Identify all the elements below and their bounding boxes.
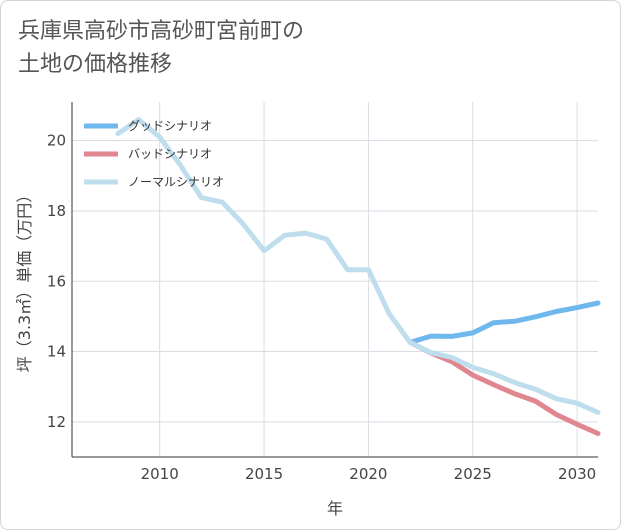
- y-tick-label: 16: [47, 272, 66, 290]
- tick-labels: 2010 2015 2020 2025 2030 12 14 16 18 20: [47, 132, 596, 483]
- x-tick-label: 2030: [558, 465, 596, 483]
- y-axis-label: 坪（3.3㎡）単価（万円）: [15, 187, 34, 372]
- chart-title: 兵庫県高砂市高砂町宮前町の 土地の価格推移: [18, 15, 304, 81]
- axes: [71, 102, 598, 458]
- title-line-2: 土地の価格推移: [18, 52, 173, 77]
- legend-label: ノーマルシナリオ: [128, 175, 224, 189]
- legend-label: バッドシナリオ: [128, 147, 212, 161]
- x-tick-label: 2025: [454, 465, 492, 483]
- y-tick-label: 20: [47, 132, 66, 150]
- y-tick-label: 12: [47, 413, 66, 431]
- y-tick-label: 18: [47, 202, 66, 220]
- x-tick-label: 2010: [141, 465, 179, 483]
- x-axis-label: 年: [327, 499, 343, 518]
- grid: [72, 102, 598, 457]
- y-tick-label: 14: [47, 343, 66, 361]
- title-line-1: 兵庫県高砂市高砂町宮前町の: [18, 19, 305, 44]
- series-line: [407, 300, 601, 345]
- series-line: [115, 117, 601, 415]
- x-tick-label: 2015: [245, 465, 283, 483]
- series-lines: [115, 117, 601, 436]
- x-tick-label: 2020: [349, 465, 387, 483]
- legend-label: グッドシナリオ: [128, 119, 212, 133]
